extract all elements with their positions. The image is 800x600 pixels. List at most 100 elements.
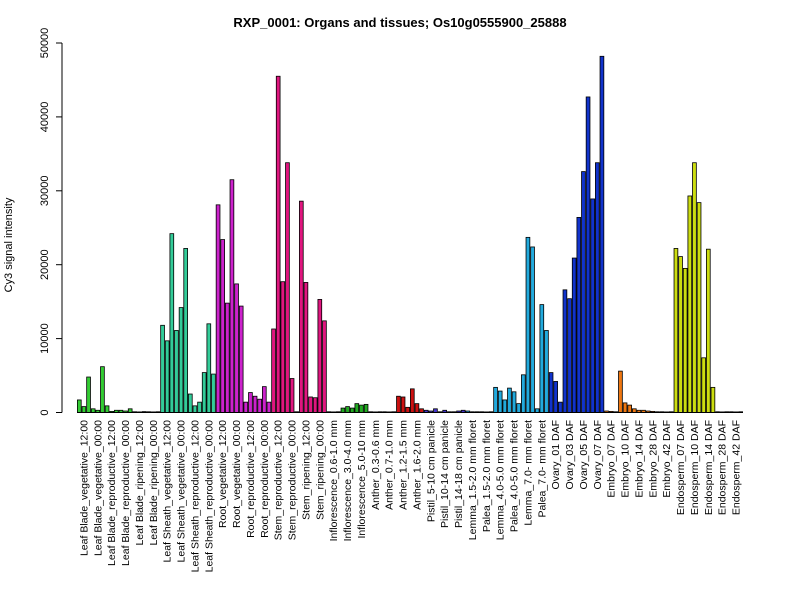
x-tick-label: Embryo_42 DAF (661, 420, 673, 498)
bar (183, 248, 188, 413)
x-tick-label: Pistil_5-10 cm panicle (425, 420, 437, 522)
bar (211, 373, 216, 413)
x-tick-label: Inflorescence_3.0-4.0 mm (342, 420, 354, 542)
bar (511, 391, 517, 413)
bar (687, 195, 693, 413)
y-axis: 0 10000 20000 30000 40000 50000 (39, 28, 63, 416)
x-tick-label: Ovary_07 DAF (592, 420, 604, 489)
bar (127, 408, 133, 413)
bar (243, 401, 249, 413)
bar (252, 395, 258, 413)
bar (400, 396, 406, 413)
bar (590, 198, 595, 413)
x-tick-label: Lemma_7.0- mm floret (522, 420, 534, 526)
x-tick-label: Anther_1.6-2.0 mm (411, 420, 423, 510)
x-tick-label: Leaf Sheath_reproductive_12:00 (189, 420, 201, 573)
bar (238, 305, 244, 413)
bar (544, 330, 549, 413)
y-tick-label: 0 (39, 409, 51, 415)
bar (303, 282, 309, 413)
bar (521, 374, 526, 413)
bar (599, 55, 605, 413)
bar (354, 403, 360, 413)
bar (567, 298, 572, 413)
bar (188, 393, 193, 413)
bars (77, 55, 743, 413)
x-tick-label: Palea_7.0- mm floret (536, 420, 548, 518)
x-tick-label: Endosperm_42 DAF (731, 420, 743, 515)
x-tick-label: Endosperm_28 DAF (717, 420, 729, 515)
bar (696, 202, 702, 413)
bar (280, 281, 286, 413)
bar (248, 392, 253, 413)
x-tick-label: Stem_ripening_00:00 (314, 420, 326, 520)
chart-title: RXP_0001: Organs and tissues; Os10g05559… (233, 15, 566, 30)
bar (178, 307, 184, 413)
x-tick-label: Endosperm_10 DAF (689, 420, 701, 515)
bar (692, 162, 697, 413)
x-tick-label: Leaf Blade_ripening_12:00 (134, 420, 146, 546)
bar (558, 401, 563, 413)
bar (262, 386, 267, 413)
x-tick-label: Stem_ripening_12:00 (300, 420, 312, 520)
x-tick-label: Leaf Sheath_vegetative_00:00 (176, 420, 188, 563)
bar (86, 376, 91, 413)
bar (410, 388, 415, 413)
bar (77, 399, 82, 413)
bar (571, 257, 577, 413)
y-tick-label: 10000 (39, 323, 51, 354)
x-tick-label: Leaf Blade_reproductive_12:00 (106, 420, 118, 566)
bar (90, 408, 96, 413)
x-tick-label: Leaf Blade_reproductive_00:00 (120, 420, 132, 566)
bar (312, 397, 318, 413)
x-tick-label: Lemma_1.5-2.0 mm floret (467, 420, 479, 540)
bar (220, 239, 225, 413)
bar (701, 357, 706, 413)
bar (595, 162, 600, 413)
bar (322, 320, 327, 413)
x-axis-labels: Leaf Blade_vegetative_12:00 Leaf Blade_ve… (78, 420, 742, 573)
bar (206, 323, 212, 413)
x-tick-label: Lemma_4.0-5.0 mm floret (495, 420, 507, 540)
bar (160, 324, 165, 413)
x-tick-label: Ovary_01 DAF (550, 420, 562, 489)
x-tick-label: Pistil_14-18 cm panicle (453, 420, 465, 528)
x-tick-label: Embryo_28 DAF (647, 420, 659, 498)
bar (396, 395, 401, 413)
bar (530, 246, 535, 413)
x-tick-label: Palea_4.0-5.0 mm floret (509, 420, 521, 532)
y-axis-label: Cy3 signal intensity (3, 197, 15, 292)
bar (576, 216, 582, 413)
x-tick-label: Anther_0.7-1.0 mm (384, 420, 396, 510)
x-tick-label: Stem_reproductive_12:00 (273, 420, 285, 540)
bar (433, 408, 438, 413)
bar (497, 390, 503, 413)
x-tick-label: Ovary_05 DAF (578, 420, 590, 489)
bar (553, 381, 558, 413)
bar (340, 407, 346, 413)
x-tick-label: Anther_0.3-0.6 mm (370, 420, 382, 510)
bar (581, 171, 586, 413)
bar (548, 372, 554, 413)
bar (234, 283, 239, 413)
bar (104, 405, 110, 413)
bar (299, 200, 304, 413)
bar (317, 299, 323, 413)
bar (197, 401, 202, 413)
bar (585, 96, 591, 413)
bar (502, 399, 508, 413)
bar (100, 366, 105, 413)
bar (164, 340, 170, 413)
bar (618, 370, 623, 413)
bar (405, 406, 410, 413)
bar (266, 401, 272, 413)
x-tick-label: Root_reproductive_12:00 (245, 420, 257, 538)
bar (308, 396, 313, 413)
bar (81, 406, 87, 413)
bar (174, 330, 179, 413)
bar (225, 302, 230, 413)
x-tick-label: Root_vegetative_00:00 (231, 420, 243, 528)
bar (706, 248, 711, 413)
bar (414, 403, 420, 413)
bar (493, 386, 498, 413)
